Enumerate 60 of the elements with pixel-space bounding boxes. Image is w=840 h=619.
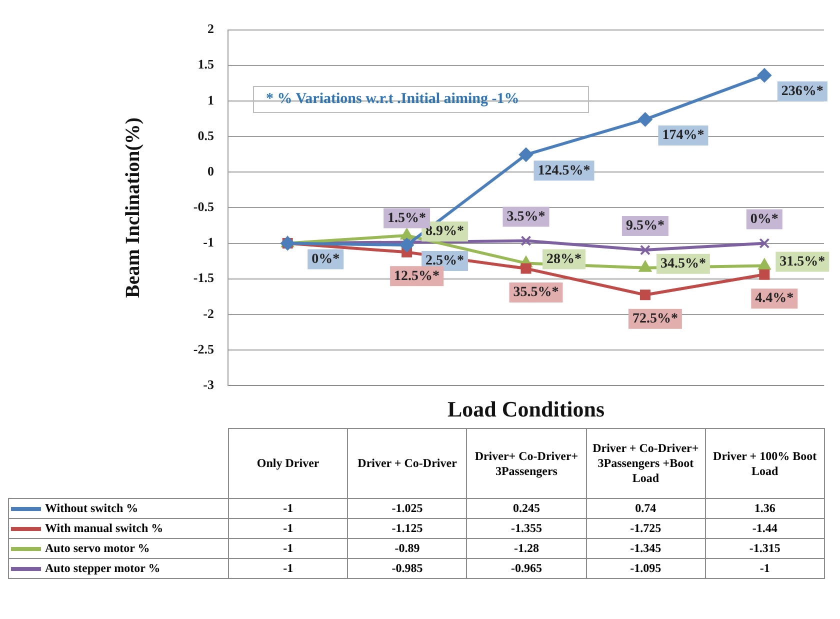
x-tick-label: Driver + 100% Boot Load	[705, 428, 824, 498]
annotation: 0%*	[750, 212, 778, 227]
data-label: -1.095	[586, 558, 706, 578]
data-label: -0.985	[348, 558, 467, 578]
y-tick-label: 0.5	[198, 128, 214, 143]
y-tick-label: 1	[208, 92, 214, 108]
data-label: -1.345	[586, 538, 706, 558]
data-label: -1	[228, 518, 348, 538]
data-label: -1.025	[348, 498, 467, 518]
annotation: 236%*	[781, 84, 824, 99]
data-label: 0.74	[586, 498, 706, 518]
data-label: 1.36	[705, 498, 824, 518]
x-tick-label: Driver+ Co-Driver+ 3Passengers	[466, 428, 586, 498]
y-tick-label: -0.5	[193, 199, 214, 214]
x-tick-label: Driver + Co-Driver	[348, 428, 467, 498]
annotation: 2.5%*	[426, 254, 464, 269]
annotation: * % Variations w.r.t .Initial aiming -1%	[253, 86, 589, 113]
legend-label: Auto servo motor %	[8, 538, 228, 558]
data-label: -1.725	[586, 518, 706, 538]
annotation: 3.5%*	[506, 209, 546, 224]
legend-label: Auto stepper motor %	[8, 558, 228, 578]
annotation: 124.5%*	[538, 163, 590, 178]
data-label: -1	[228, 558, 348, 578]
x-axis-title: Load Conditions	[447, 396, 605, 422]
y-tick-label: 0	[208, 163, 214, 178]
x-tick-label: Driver + Co-Driver+ 3Passengers +Boot Load	[586, 428, 706, 498]
y-axis-title: Beam Inclination(%)	[122, 117, 144, 298]
annotation: 35.5%*	[513, 285, 559, 300]
data-label: 0.245	[466, 498, 586, 518]
y-tick-label: -2	[203, 306, 214, 321]
data-label: -1	[705, 558, 824, 578]
annotation: 12.5%*	[394, 268, 440, 284]
legend-label: With manual switch %	[8, 518, 228, 538]
annotation: 1.5%*	[388, 210, 426, 226]
data-label: -1.28	[466, 538, 586, 558]
data-label: -1.125	[348, 518, 467, 538]
y-tick-label: -1.5	[193, 270, 214, 286]
x-tick-label: Only Driver	[228, 428, 348, 498]
annotation: 174%*	[662, 128, 704, 144]
data-label: -1	[228, 538, 348, 558]
annotation: 0%*	[312, 252, 340, 267]
annotation: 8.9%*	[426, 224, 464, 240]
data-label: -0.965	[466, 558, 586, 578]
y-tick-label: -1	[203, 234, 214, 250]
data-label: -1.44	[705, 518, 824, 538]
y-tick-label: -3	[203, 376, 214, 392]
annotation: 34.5%*	[660, 256, 706, 272]
y-tick-label: 2	[208, 21, 214, 36]
data-label: -1	[228, 498, 348, 518]
annotation: 31.5%*	[780, 254, 826, 270]
data-label: -0.89	[348, 538, 467, 558]
data-label: -1.315	[705, 538, 824, 558]
data-label: -1.355	[466, 518, 586, 538]
annotation: 72.5%*	[632, 311, 678, 326]
y-tick-label: 1.5	[198, 56, 214, 72]
y-tick-label: -2.5	[193, 341, 214, 356]
legend-label: Without switch %	[8, 498, 228, 518]
annotation: 4.4%*	[755, 291, 794, 306]
annotation: 9.5%*	[626, 218, 664, 234]
annotation: 28%*	[546, 252, 582, 267]
